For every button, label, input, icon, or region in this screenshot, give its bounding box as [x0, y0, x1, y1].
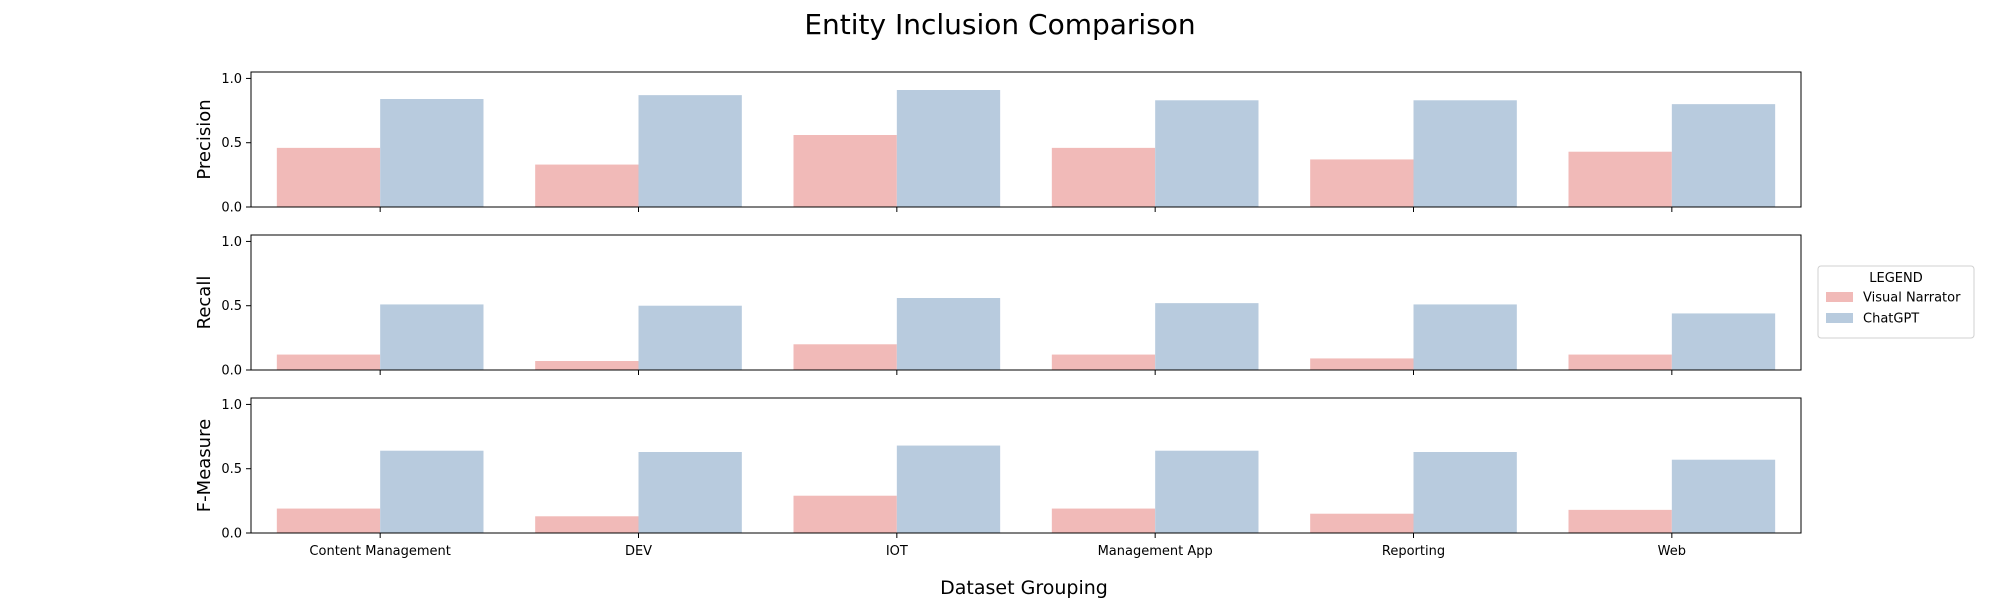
y-axis-label: F-Measure	[194, 419, 215, 512]
bar-visual-narrator	[793, 135, 897, 207]
bar-visual-narrator	[535, 361, 639, 370]
bar-visual-narrator	[1051, 147, 1156, 207]
y-tick-label: 0.0	[221, 527, 242, 542]
legend-items: Visual Narrator ChatGPT	[1826, 291, 1961, 327]
bar-chatgpt	[1155, 100, 1259, 207]
bar-visual-narrator	[276, 354, 381, 370]
bar-chatgpt	[1155, 450, 1259, 533]
bar-visual-narrator	[1310, 358, 1414, 370]
x-tick-label: Content Management	[309, 544, 450, 559]
chart-panels: 0.0 0.5 1.0 Precision 0.0 0.5 1.0 Recall 0.0 0.5 1…	[194, 71, 1802, 559]
y-tick-label: 0.0	[221, 364, 242, 379]
y-tick-label: 0.5	[221, 299, 242, 314]
bar-chatgpt	[896, 90, 1001, 207]
axes-frame	[250, 397, 1802, 534]
bar-visual-narrator	[793, 495, 897, 533]
bar-chatgpt	[1413, 452, 1517, 533]
y-tick-label: 1.0	[221, 72, 242, 87]
bar-visual-narrator	[276, 508, 381, 533]
x-tick-label: Web	[1658, 544, 1686, 559]
bar-visual-narrator	[535, 516, 639, 533]
axes-frame	[250, 234, 1802, 371]
y-tick-label: 0.5	[221, 462, 242, 477]
axes-frame	[250, 71, 1802, 208]
panel-f-measure: 0.0 0.5 1.0 F-Measure Content Management DEV I…	[194, 397, 1802, 559]
bar-chatgpt	[380, 99, 484, 207]
bar-chatgpt	[1671, 459, 1776, 533]
bar-chatgpt	[380, 450, 484, 533]
bar-chatgpt	[896, 445, 1001, 533]
bar-visual-narrator	[1051, 354, 1156, 370]
bar-visual-narrator	[1051, 508, 1156, 533]
bar-visual-narrator	[793, 344, 897, 370]
legend-frame	[1817, 265, 1975, 339]
x-tick-label: Management App	[1098, 544, 1213, 559]
y-tick-label: 0.0	[221, 201, 242, 216]
chart-title: Entity Inclusion Comparison	[804, 8, 1195, 41]
y-axis-label: Precision	[194, 99, 215, 179]
bar-chatgpt	[638, 452, 742, 533]
bar-chatgpt	[380, 304, 484, 370]
legend-swatch	[1826, 313, 1853, 323]
y-tick-label: 1.0	[221, 235, 242, 250]
bar-chatgpt	[638, 95, 742, 207]
legend-title: LEGEND	[1869, 271, 1922, 286]
y-tick-label: 1.0	[221, 398, 242, 413]
x-tick-label: DEV	[625, 544, 652, 559]
y-tick-label: 0.5	[221, 136, 242, 151]
panel-recall: 0.0 0.5 1.0 Recall	[194, 234, 1802, 379]
bar-visual-narrator	[1310, 513, 1414, 533]
legend-entry: ChatGPT	[1863, 312, 1919, 327]
bar-chatgpt	[638, 305, 742, 370]
panel-precision: 0.0 0.5 1.0 Precision	[194, 71, 1802, 216]
bar-visual-narrator	[1568, 151, 1672, 207]
x-tick-label: IOT	[886, 544, 908, 559]
x-axis-label: Dataset Grouping	[940, 577, 1108, 599]
bar-chatgpt	[896, 298, 1001, 370]
bar-chatgpt	[1413, 100, 1517, 207]
legend-swatch	[1826, 292, 1853, 302]
bar-visual-narrator	[535, 164, 639, 207]
bar-visual-narrator	[1568, 354, 1672, 370]
bar-chatgpt	[1155, 303, 1259, 370]
legend-entry: Visual Narrator	[1863, 291, 1961, 306]
bar-visual-narrator	[276, 147, 381, 207]
bar-chatgpt	[1413, 304, 1517, 370]
legend: LEGEND Visual Narrator ChatGPT	[1817, 265, 1975, 339]
bar-visual-narrator	[1568, 509, 1672, 533]
bar-chatgpt	[1671, 313, 1776, 370]
bar-chatgpt	[1671, 104, 1776, 207]
x-tick-label: Reporting	[1382, 544, 1445, 559]
y-axis-label: Recall	[194, 276, 215, 330]
bar-visual-narrator	[1310, 159, 1414, 207]
